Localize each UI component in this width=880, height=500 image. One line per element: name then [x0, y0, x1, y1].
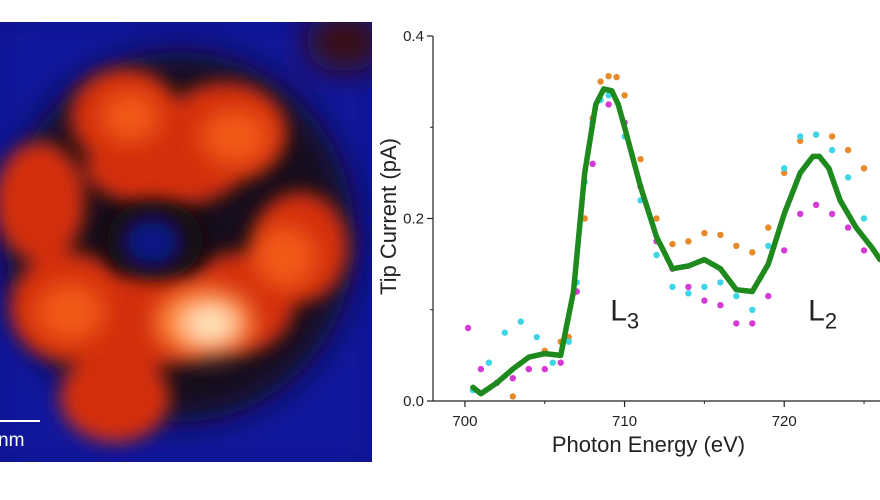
scale-bar-label: nm	[0, 430, 24, 451]
data-point	[765, 292, 772, 300]
data-point	[501, 329, 508, 336]
data-point	[653, 251, 660, 259]
data-point	[557, 359, 564, 366]
data-point	[733, 320, 740, 327]
data-point	[525, 365, 532, 373]
data-point	[797, 133, 804, 140]
data-point	[749, 320, 756, 327]
chart-annotation-layer: L3 L2	[610, 295, 837, 334]
peak-label: L3	[610, 295, 639, 334]
data-point	[717, 279, 724, 286]
data-point	[812, 131, 820, 138]
data-point	[589, 160, 596, 167]
x-axis-label: Photon Energy (eV)	[552, 432, 745, 457]
data-point	[828, 210, 836, 218]
chart-axes: 700 710 720 0.0 0.2 0.4	[403, 28, 880, 430]
y-tick-label: 0.2	[403, 211, 424, 228]
data-point	[812, 201, 820, 208]
peak-label-main: L	[610, 295, 627, 328]
peak-label-subscript: 2	[825, 309, 837, 334]
data-point	[485, 359, 493, 366]
data-point	[613, 73, 620, 81]
data-point	[669, 240, 676, 248]
data-point	[749, 249, 756, 256]
data-point	[717, 302, 724, 309]
data-point	[637, 156, 644, 163]
series-dots-1	[469, 92, 868, 394]
data-point	[733, 242, 740, 250]
data-point	[844, 224, 852, 231]
series-line-path	[470, 86, 880, 397]
data-point	[781, 169, 788, 177]
stm-image-canvas: nm	[0, 22, 372, 462]
x-tick-label: 710	[612, 413, 637, 430]
series-dots-2	[464, 101, 868, 386]
data-point	[701, 283, 708, 291]
data-point	[860, 247, 868, 254]
data-point	[765, 242, 772, 250]
peak-label-main: L	[808, 295, 825, 328]
data-point	[509, 375, 516, 382]
x-tick-label: 700	[452, 413, 477, 430]
data-point	[605, 101, 612, 108]
data-point	[549, 359, 556, 366]
data-point	[565, 338, 572, 345]
data-point	[860, 165, 868, 172]
y-tick-label: 0.0	[403, 393, 424, 410]
data-point	[541, 365, 548, 373]
data-point	[844, 146, 852, 154]
data-point	[669, 283, 676, 291]
data-point	[517, 318, 524, 325]
data-point	[477, 365, 485, 373]
series-line-3	[470, 86, 880, 397]
data-point	[781, 247, 788, 254]
data-point	[653, 215, 660, 222]
y-axis-label: Tip Current (pA)	[376, 138, 401, 295]
data-point	[701, 229, 708, 237]
chart-series-layer	[464, 73, 880, 400]
data-point	[828, 146, 836, 154]
data-point	[733, 292, 740, 300]
peak-label: L2	[808, 295, 837, 334]
peak-label-subscript: 3	[627, 309, 639, 334]
data-point	[860, 215, 868, 222]
data-point	[701, 297, 708, 304]
data-point	[597, 78, 604, 85]
data-point	[685, 290, 692, 297]
data-point	[717, 231, 724, 239]
data-point	[464, 324, 472, 332]
data-point	[605, 73, 612, 80]
bright-spot	[155, 287, 255, 357]
data-point	[828, 133, 836, 140]
data-point	[685, 283, 692, 291]
spectrum-plot: 700 710 720 0.0 0.2 0.4 L3 L2 Photon Energy (e…	[372, 0, 880, 495]
x-tick-label: 720	[772, 413, 797, 430]
data-point	[765, 224, 772, 231]
y-tick-label: 0.4	[403, 28, 424, 45]
data-point	[781, 165, 788, 172]
molecule-center-hole	[107, 200, 203, 280]
data-point	[533, 333, 540, 341]
data-point	[685, 238, 692, 245]
data-point	[621, 92, 628, 99]
molecule-highlights	[35, 91, 317, 342]
data-point	[797, 137, 804, 145]
data-point	[749, 306, 756, 313]
data-point	[797, 210, 804, 218]
data-point	[509, 393, 516, 400]
stm-image: nm	[0, 22, 372, 462]
data-point	[844, 174, 852, 181]
